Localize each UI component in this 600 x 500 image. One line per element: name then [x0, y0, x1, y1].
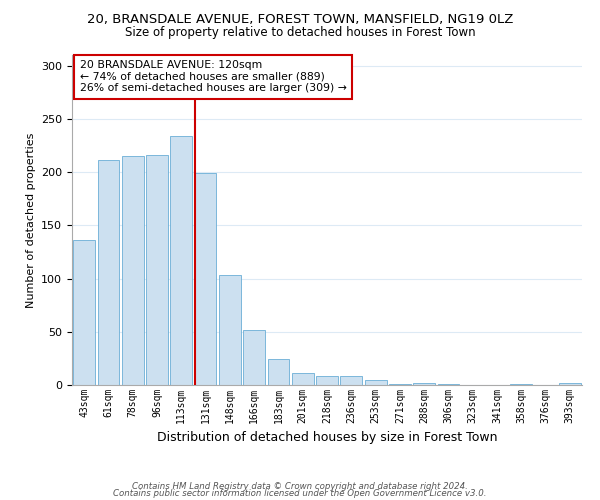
- Text: Contains HM Land Registry data © Crown copyright and database right 2024.: Contains HM Land Registry data © Crown c…: [132, 482, 468, 491]
- Bar: [219, 276, 241, 385]
- Text: Size of property relative to detached houses in Forest Town: Size of property relative to detached ho…: [125, 26, 475, 39]
- Y-axis label: Number of detached properties: Number of detached properties: [26, 132, 35, 308]
- Text: 20, BRANSDALE AVENUE, FOREST TOWN, MANSFIELD, NG19 0LZ: 20, BRANSDALE AVENUE, FOREST TOWN, MANSF…: [87, 12, 513, 26]
- Bar: [413, 383, 435, 385]
- Bar: [268, 360, 289, 385]
- Bar: [292, 374, 314, 385]
- Text: 20 BRANSDALE AVENUE: 120sqm
← 74% of detached houses are smaller (889)
26% of se: 20 BRANSDALE AVENUE: 120sqm ← 74% of det…: [80, 60, 347, 93]
- Bar: [559, 383, 581, 385]
- Bar: [365, 380, 386, 385]
- Bar: [122, 156, 143, 385]
- Bar: [511, 384, 532, 385]
- Bar: [243, 330, 265, 385]
- X-axis label: Distribution of detached houses by size in Forest Town: Distribution of detached houses by size …: [157, 432, 497, 444]
- Bar: [170, 136, 192, 385]
- Bar: [437, 384, 460, 385]
- Bar: [389, 384, 411, 385]
- Text: Contains public sector information licensed under the Open Government Licence v3: Contains public sector information licen…: [113, 490, 487, 498]
- Bar: [316, 376, 338, 385]
- Bar: [146, 155, 168, 385]
- Bar: [194, 173, 217, 385]
- Bar: [340, 376, 362, 385]
- Bar: [73, 240, 95, 385]
- Bar: [97, 160, 119, 385]
